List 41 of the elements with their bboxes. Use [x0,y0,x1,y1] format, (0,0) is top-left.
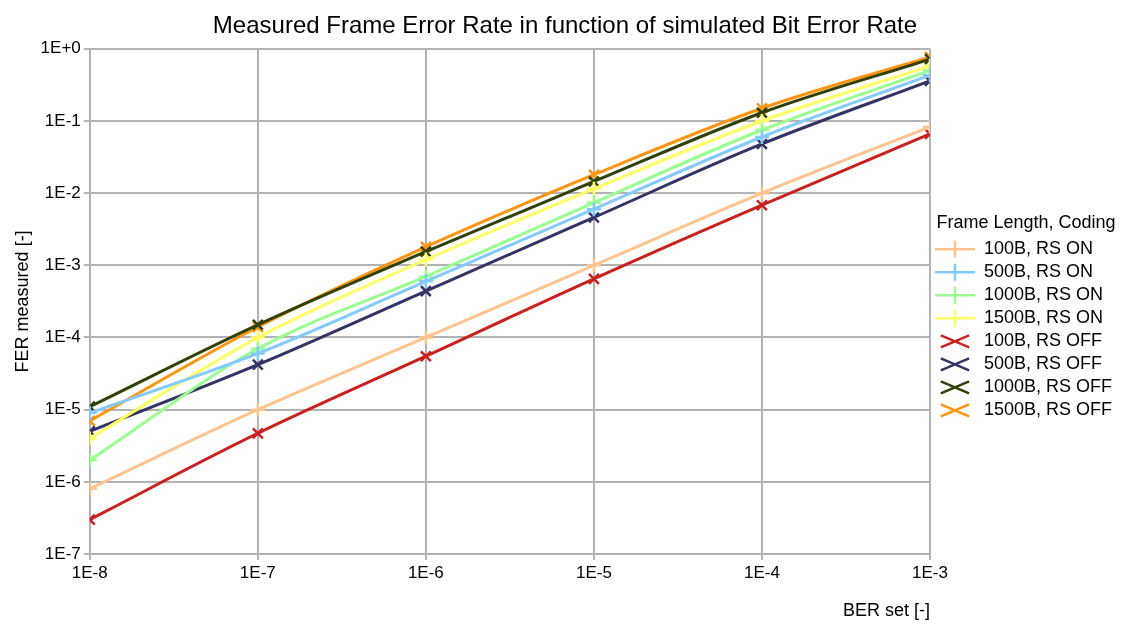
point [249,401,267,418]
x-axis-title: BER set [-] [842,600,930,621]
y-tick-label: 1E-7 [44,543,81,563]
point [585,257,603,274]
legend-label: 100B, RS ON [983,238,1093,259]
point [417,251,435,268]
chart-title: Measured Frame Error Rate in function of simulated Bit Error Rate [212,11,918,39]
legend-label: 500B, RS OFF [983,353,1102,374]
x-tick-label: 1E-5 [575,562,612,582]
legend-title: Frame Length, Coding [936,211,1116,232]
point [587,211,601,224]
x-tick-label: 1E-7 [239,562,276,582]
point [417,273,435,290]
point [587,272,601,286]
point [585,180,603,198]
y-tick-label: 1E-1 [44,110,81,130]
point [249,345,267,362]
point [251,358,265,371]
legend-label: 1500B, RS ON [983,307,1104,328]
y-tick-label: 1E-5 [44,399,81,419]
point [417,329,435,346]
y-tick-label: 1E-4 [44,327,81,347]
y-tick-label: 1E-2 [44,182,81,202]
legend-label: 500B, RS ON [983,261,1093,282]
point [419,245,433,258]
point [251,427,265,440]
legend-label: 100B, RS OFF [983,330,1102,351]
x-tick-label: 1E-4 [743,562,780,582]
legend-label: 1000B, RS ON [983,284,1104,305]
point [419,350,433,363]
y-tick-label: 1E+0 [40,38,81,58]
legend-label: 1000B, RS OFF [983,376,1113,397]
point [419,284,433,298]
y-tick-label: 1E-6 [44,471,81,491]
x-tick-label: 1E-3 [911,562,948,582]
point [585,200,603,218]
y-axis-title: FER measured [-] [11,230,32,373]
x-tick-label: 1E-8 [71,562,108,582]
x-tick-label: 1E-6 [407,562,444,582]
y-tick-label: 1E-3 [44,255,81,274]
legend-label: 1500B, RS OFF [983,399,1113,420]
